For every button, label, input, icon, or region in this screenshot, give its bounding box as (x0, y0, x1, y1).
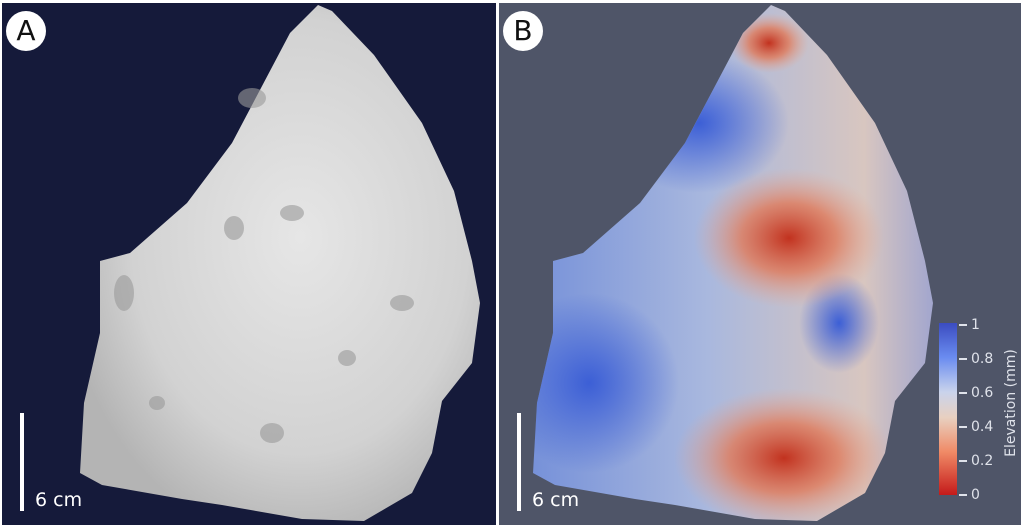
colorbar (939, 323, 957, 495)
surface-scan-elevation (533, 5, 933, 521)
panel-a-shaded-relief: A 6 cm (2, 3, 496, 525)
footprint-impressions (114, 88, 414, 443)
surface-scan-gray (80, 5, 480, 521)
scale-bar (20, 413, 24, 511)
panel-b-elevation-map: B 6 cm 1 0.8 0.6 0.4 0.2 0 Elevation (mm… (499, 3, 1021, 525)
colorbar-tick: 0.8 (959, 352, 993, 366)
colorbar-tick: 0.4 (959, 420, 993, 434)
panel-label-a: A (6, 11, 46, 51)
colorbar-tick: 0.2 (959, 454, 993, 468)
colorbar-title: Elevation (mm) (1003, 349, 1019, 457)
scale-bar (517, 413, 521, 511)
scale-bar-label: 6 cm (532, 489, 580, 511)
panel-label-b: B (503, 11, 543, 51)
colorbar-tick: 0.6 (959, 386, 993, 400)
colorbar-tick: 1 (959, 318, 980, 332)
scale-bar-label: 6 cm (35, 489, 83, 511)
colorbar-tick: 0 (959, 488, 980, 502)
